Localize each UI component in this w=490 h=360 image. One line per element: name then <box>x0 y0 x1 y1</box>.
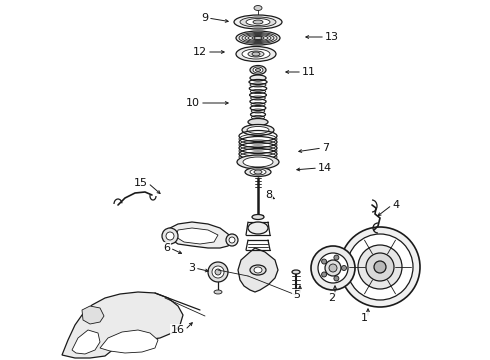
Circle shape <box>166 232 174 240</box>
Ellipse shape <box>237 155 279 169</box>
Circle shape <box>334 276 339 281</box>
Text: 11: 11 <box>302 67 316 77</box>
Ellipse shape <box>246 18 270 26</box>
Ellipse shape <box>250 265 266 275</box>
Text: 3: 3 <box>188 263 195 273</box>
Circle shape <box>311 246 355 290</box>
Polygon shape <box>100 330 158 353</box>
Circle shape <box>358 245 402 289</box>
Ellipse shape <box>252 215 264 220</box>
Text: 4: 4 <box>392 200 399 210</box>
Circle shape <box>321 259 327 264</box>
Ellipse shape <box>245 167 271 176</box>
Ellipse shape <box>236 31 280 45</box>
Circle shape <box>226 234 238 246</box>
Ellipse shape <box>255 68 261 72</box>
Ellipse shape <box>243 157 273 167</box>
Circle shape <box>215 269 221 275</box>
Ellipse shape <box>250 66 266 75</box>
Ellipse shape <box>254 36 262 40</box>
Ellipse shape <box>253 20 263 24</box>
Circle shape <box>340 227 420 307</box>
Polygon shape <box>176 228 218 244</box>
Circle shape <box>334 255 339 260</box>
Text: 2: 2 <box>328 293 335 303</box>
Circle shape <box>162 228 178 244</box>
Ellipse shape <box>254 5 262 10</box>
Ellipse shape <box>242 125 274 135</box>
Ellipse shape <box>248 222 268 234</box>
Text: 8: 8 <box>265 190 272 200</box>
Text: 1: 1 <box>361 313 368 323</box>
Ellipse shape <box>240 17 276 27</box>
Text: 12: 12 <box>193 47 207 57</box>
Text: 10: 10 <box>186 98 200 108</box>
Circle shape <box>347 234 413 300</box>
Polygon shape <box>168 222 232 248</box>
Text: 16: 16 <box>171 325 185 335</box>
Ellipse shape <box>248 51 264 57</box>
Ellipse shape <box>214 290 222 294</box>
Circle shape <box>229 237 235 243</box>
Ellipse shape <box>252 52 260 56</box>
Polygon shape <box>82 306 104 324</box>
Polygon shape <box>72 330 100 354</box>
Ellipse shape <box>248 118 268 126</box>
Circle shape <box>366 253 394 281</box>
Ellipse shape <box>253 67 263 73</box>
Circle shape <box>325 260 341 276</box>
Circle shape <box>208 262 228 282</box>
Ellipse shape <box>250 75 266 81</box>
Ellipse shape <box>242 49 270 59</box>
Text: 13: 13 <box>325 32 339 42</box>
Circle shape <box>212 266 224 278</box>
Ellipse shape <box>254 170 262 174</box>
Ellipse shape <box>247 126 269 134</box>
Circle shape <box>342 266 346 270</box>
Polygon shape <box>62 292 183 358</box>
Text: 14: 14 <box>318 163 332 173</box>
Text: 15: 15 <box>134 178 148 188</box>
Ellipse shape <box>236 46 276 62</box>
Circle shape <box>321 272 327 277</box>
Ellipse shape <box>292 270 300 274</box>
Circle shape <box>329 264 337 272</box>
Text: 5: 5 <box>293 290 300 300</box>
Circle shape <box>318 253 348 283</box>
Ellipse shape <box>234 15 282 29</box>
Ellipse shape <box>254 267 262 273</box>
Text: 9: 9 <box>201 13 208 23</box>
Circle shape <box>374 261 386 273</box>
Polygon shape <box>238 248 278 292</box>
Text: 7: 7 <box>322 143 329 153</box>
Text: 6: 6 <box>163 243 170 253</box>
Ellipse shape <box>250 169 266 175</box>
